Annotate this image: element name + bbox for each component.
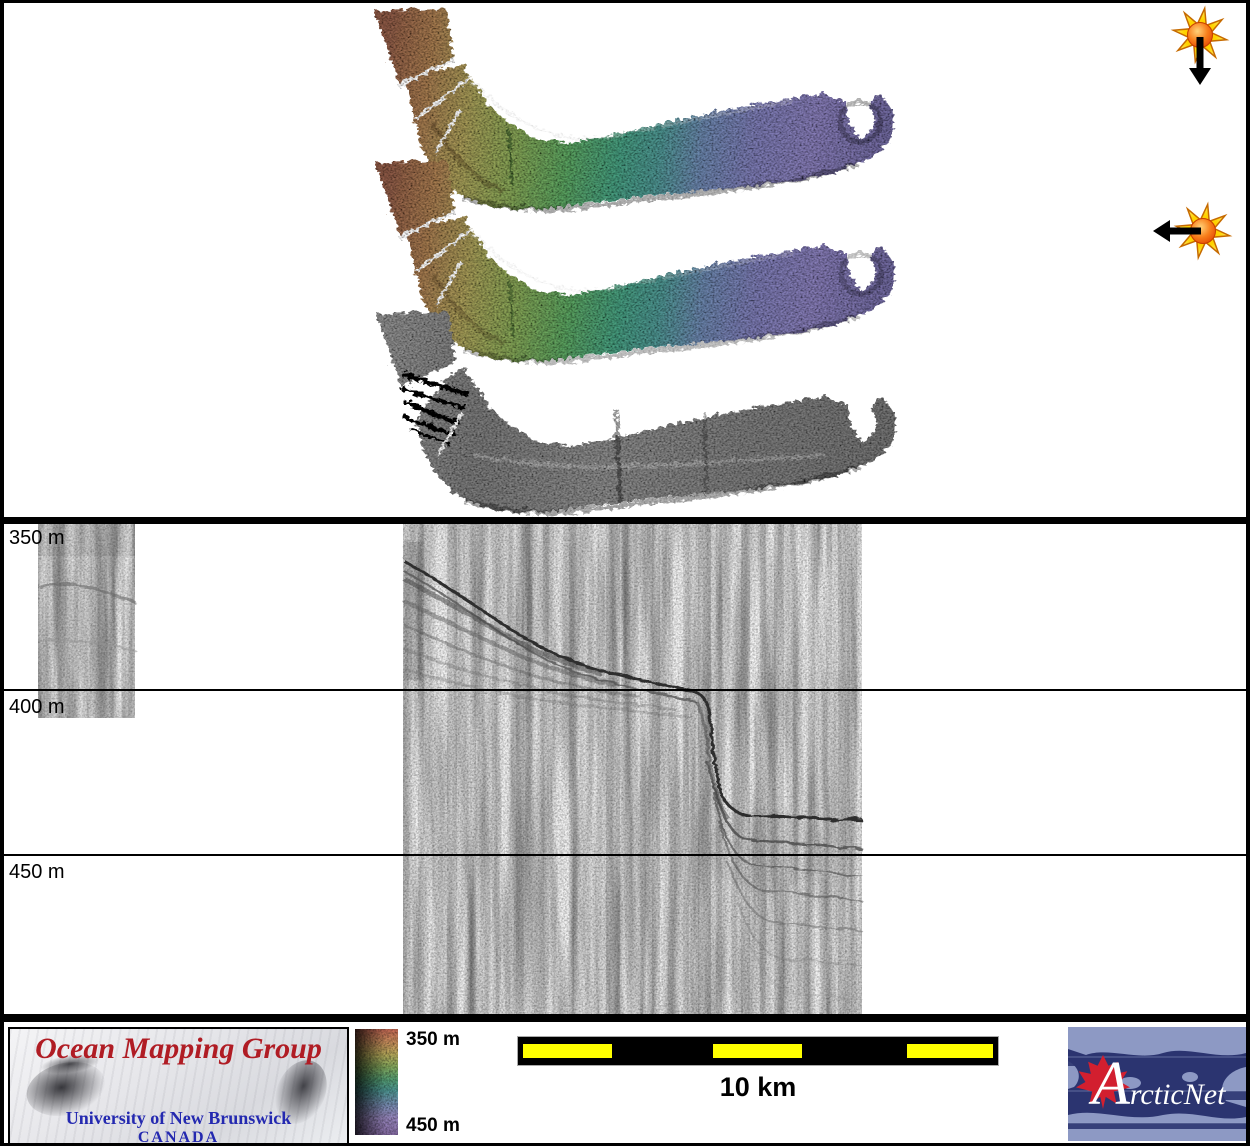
omg-title: Ocean Mapping Group [35,1032,322,1065]
subbottom-profile-panel [37,522,862,1014]
depth-label-350m: 350 m [9,527,65,549]
depth-line-400m [3,689,1247,691]
arcticnet-wordmark: ArcticNet [1092,1050,1226,1118]
scale-bar-segment [907,1044,993,1058]
depth-colorbar [355,1029,398,1135]
omg-subtitle: University of New Brunswick [65,1108,292,1128]
arrow-down-icon [1189,37,1211,85]
maple-leaf-icon [1076,1055,1130,1109]
profile-main-section [401,522,862,1014]
scale-bar-segment [713,1044,802,1058]
bathymetry-swath-backscatter [375,310,894,514]
sun-arrow-left-icon [1153,201,1233,261]
sun-arrow-down-icon [1170,5,1230,85]
scale-bar-label: 10 km [719,1072,797,1102]
bathymetry-swath-colour-1 [373,7,892,208]
ocean-mapping-group-logo: Ocean Mapping Group University of New Br… [8,1027,349,1146]
panel-divider-bottom [0,1014,1250,1022]
panel-divider-top [0,517,1250,524]
depth-line-450m [3,854,1247,856]
depth-label-450m: 450 m [9,861,65,883]
bathymetry-panel [373,5,1233,514]
colorbar-label-top: 350 m [406,1029,460,1050]
depth-label-400m: 400 m [9,696,65,718]
bathymetry-swath-colour-2 [374,159,893,360]
scale-bar [517,1036,999,1066]
scale-bar-segment [523,1044,612,1058]
profile-strip-left [37,522,136,718]
colorbar-label-bottom: 450 m [406,1115,460,1136]
arcticnet-logo: ArcticNet [1068,1027,1246,1141]
arcticnet-map-art [1068,1027,1246,1141]
omg-country: CANADA [137,1129,220,1146]
arrow-left-icon [1153,220,1201,242]
backscatter-artifact-zigzag [398,370,467,445]
